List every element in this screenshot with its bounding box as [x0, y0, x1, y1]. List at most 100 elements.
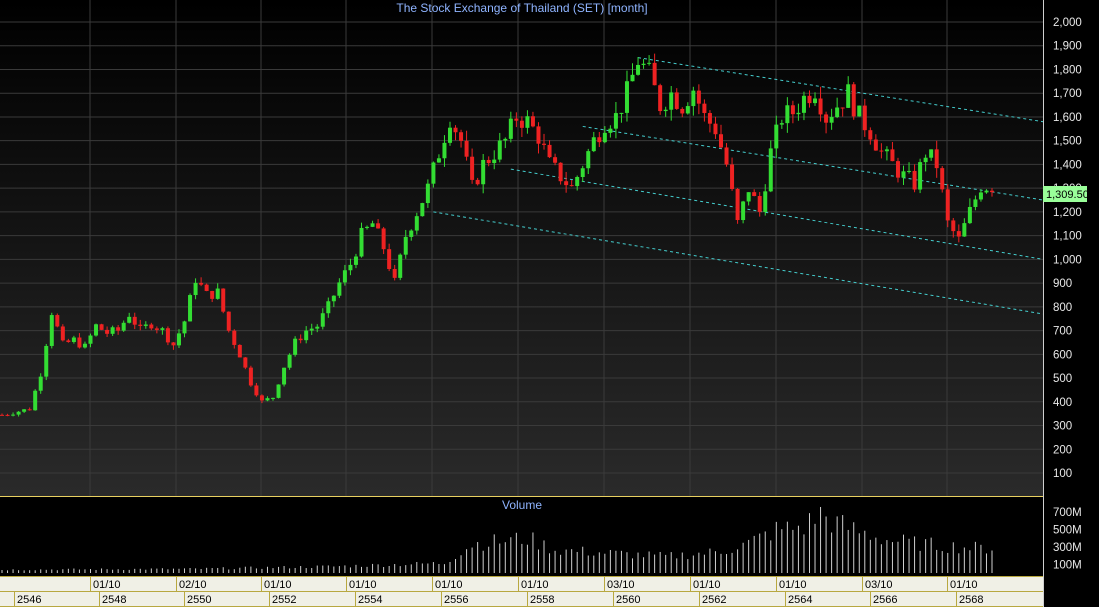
candle-body: [824, 114, 829, 123]
volume-tick-label: 300M: [1053, 542, 1082, 554]
candle-body: [746, 192, 751, 202]
candle-body: [779, 123, 784, 125]
candle-body: [16, 411, 21, 415]
candle-body: [188, 295, 193, 322]
candle-body: [940, 168, 945, 190]
x-month-label: 01/10: [93, 579, 121, 591]
candle-body: [287, 354, 292, 368]
candle-body: [276, 384, 281, 398]
candle-body: [973, 199, 978, 207]
candle-body: [752, 192, 757, 197]
x-year-label: 2568: [959, 594, 983, 606]
candle-body: [774, 124, 779, 149]
y-tick-label: 200: [1053, 444, 1072, 456]
candle-body: [199, 282, 204, 285]
candle-body: [309, 328, 314, 331]
candle-body: [525, 116, 530, 128]
candle-body: [315, 326, 320, 329]
candle-body: [353, 256, 358, 265]
candle-body: [901, 171, 906, 178]
candle-body: [962, 223, 967, 237]
x-month-label: 01/10: [435, 579, 463, 591]
candle-body: [160, 328, 165, 330]
candle-body: [630, 74, 635, 82]
candle-body: [680, 108, 685, 114]
candle-body: [895, 161, 900, 178]
candle-body: [331, 295, 336, 302]
candle-body: [66, 340, 71, 343]
candle-body: [226, 311, 231, 331]
candle-body: [182, 321, 187, 334]
candle-body: [636, 64, 641, 75]
candle-body: [453, 127, 458, 133]
candle-body: [459, 132, 464, 141]
candle-body: [691, 90, 696, 107]
candle-body: [591, 137, 596, 152]
candle-body: [116, 327, 121, 331]
candle-body: [447, 127, 452, 143]
candle-body: [564, 181, 569, 186]
trendlines: [433, 57, 1044, 315]
x-axis: 01/10 02/10 01/10 01/10 01/10 01/10 03/10 01/10…: [0, 576, 1043, 607]
candle-body: [27, 409, 32, 411]
candle-body: [376, 223, 381, 229]
candle-body: [608, 128, 613, 133]
candle-body: [890, 149, 895, 162]
x-month-labels: 01/10 02/10 01/10 01/10 01/10 01/10 03/10 01/10…: [90, 576, 978, 591]
candle-body: [730, 164, 735, 190]
candle-body: [558, 162, 563, 182]
candle-body: [60, 326, 65, 341]
candle-body: [497, 140, 502, 160]
y-tick-label: 600: [1053, 349, 1072, 361]
candle-body: [768, 148, 773, 192]
x-year-label: 2548: [102, 594, 126, 606]
candle-body: [669, 92, 674, 110]
candle-body: [326, 301, 331, 314]
candle-body: [398, 254, 403, 278]
grid-lines: [0, 0, 1043, 496]
candle-body: [149, 324, 154, 329]
candle-body: [71, 337, 76, 343]
candle-body: [508, 118, 513, 139]
x-year-label: 2564: [788, 594, 812, 606]
candle-body: [414, 216, 419, 231]
x-year-labels: 2546 2548 2550 2552 2554 2556 2558 2560 2562 2564…: [14, 591, 983, 607]
candle-body: [713, 123, 718, 135]
candle-body: [132, 316, 137, 325]
candle-body: [580, 168, 585, 178]
x-month-label: 01/10: [693, 579, 721, 591]
candle-body: [210, 290, 215, 299]
candle-body: [425, 183, 430, 204]
candle-body: [403, 236, 408, 255]
candle-body: [879, 150, 884, 152]
candle-body: [990, 190, 994, 193]
y-tick-label: 300: [1053, 421, 1072, 433]
candle-body: [503, 138, 508, 141]
candle-body: [176, 333, 181, 346]
candle-body: [763, 191, 768, 212]
candle-body: [553, 157, 558, 163]
candle-body: [641, 63, 646, 65]
candle-body: [138, 324, 143, 326]
y-tick-label: 1,400: [1053, 159, 1082, 171]
chart-title: The Stock Exchange of Thailand (SET) [mo…: [396, 1, 647, 15]
candle-body: [923, 157, 928, 163]
candle-body: [735, 189, 740, 221]
trendline: [637, 57, 1044, 123]
candle-body: [5, 414, 10, 416]
candle-body: [359, 227, 364, 257]
candle-body: [82, 343, 87, 348]
candle-body: [381, 228, 386, 250]
candle-body: [409, 230, 414, 237]
x-year-label: 2566: [873, 594, 897, 606]
candle-body: [818, 98, 823, 115]
candle-body: [121, 322, 126, 331]
x-month-label: 01/10: [950, 579, 978, 591]
candle-body: [265, 398, 270, 401]
candle-body: [365, 226, 370, 228]
candle-body: [486, 159, 491, 164]
candle-body: [707, 113, 712, 124]
candle-body: [724, 147, 729, 165]
candle-body: [464, 140, 469, 157]
y-tick-label: 1,500: [1053, 136, 1082, 148]
